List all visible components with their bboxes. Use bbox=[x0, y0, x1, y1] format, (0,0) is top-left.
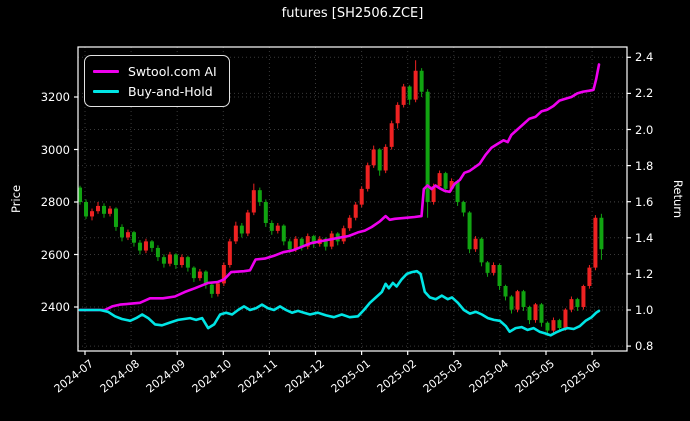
candlestick-series bbox=[78, 60, 604, 336]
legend: Swtool.com AI Buy-and-Hold bbox=[84, 55, 230, 107]
price-axis-label: Price bbox=[9, 184, 23, 214]
price-tick-label: 3200 bbox=[40, 90, 70, 104]
return-tick-label: 1.2 bbox=[635, 266, 654, 281]
swtool-com-ai-line bbox=[78, 63, 601, 312]
bh-line-swatch-icon bbox=[93, 89, 119, 93]
legend-item-ai: Swtool.com AI bbox=[93, 61, 217, 81]
price-tick-label: 2600 bbox=[40, 247, 70, 262]
price-tick-label: 3000 bbox=[40, 142, 70, 157]
return-tick-label: 2.0 bbox=[635, 122, 654, 137]
return-axis-label: Return bbox=[671, 179, 685, 219]
price-tick-label: 2400 bbox=[40, 300, 70, 314]
return-tick-label: 2.2 bbox=[635, 86, 654, 101]
legend-item-bh: Buy-and-Hold bbox=[93, 81, 217, 101]
return-tick-label: 1.6 bbox=[635, 194, 654, 209]
ai-line-swatch-icon bbox=[93, 69, 119, 73]
return-tick-label: 1.8 bbox=[635, 158, 654, 173]
legend-label-bh: Buy-and-Hold bbox=[128, 83, 213, 99]
return-tick-label: 1.0 bbox=[635, 303, 654, 317]
return-tick-label: 2.4 bbox=[635, 50, 654, 65]
return-tick-label: 1.4 bbox=[635, 230, 654, 245]
chart-title: futures [SH2506.ZCE] bbox=[281, 6, 424, 21]
price-tick-label: 2800 bbox=[40, 195, 70, 209]
buy-and-hold-line bbox=[78, 269, 601, 337]
return-tick-label: 0.8 bbox=[635, 339, 654, 354]
legend-label-ai: Swtool.com AI bbox=[128, 63, 217, 79]
